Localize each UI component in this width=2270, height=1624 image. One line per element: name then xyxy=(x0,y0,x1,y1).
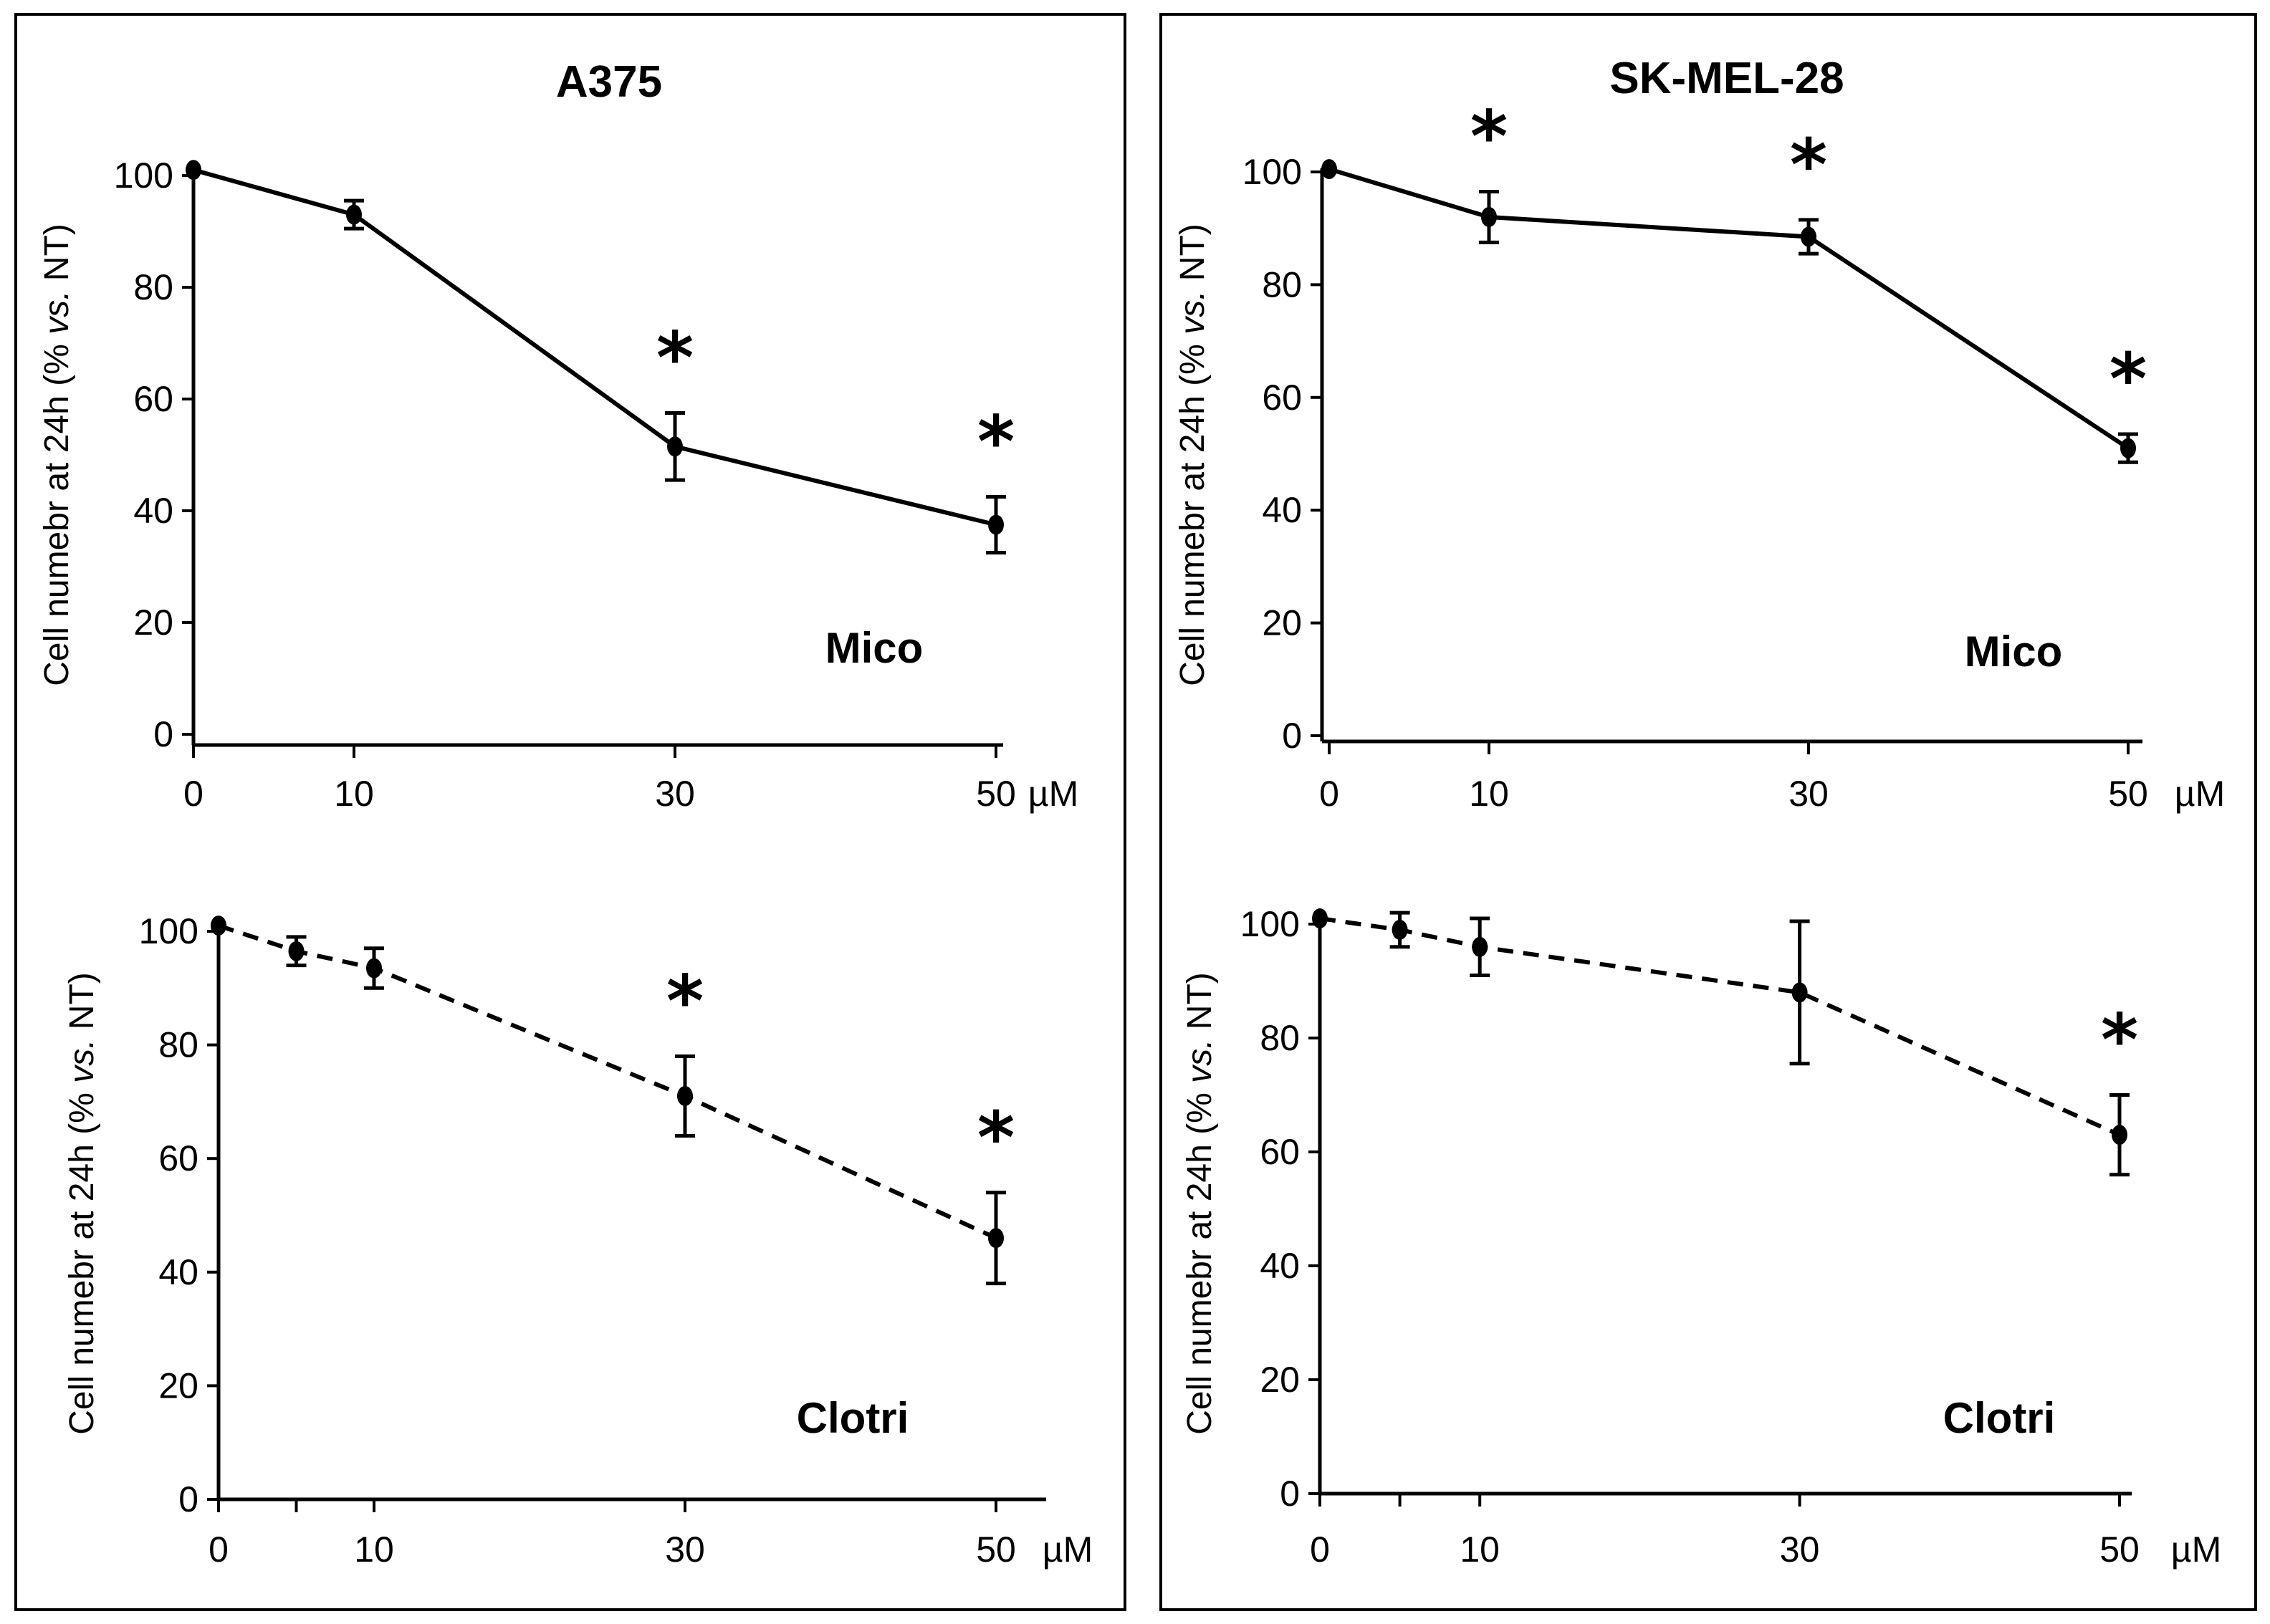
y-tick-label: 100 xyxy=(114,155,173,196)
y-tick-label: 60 xyxy=(1262,378,1302,418)
panel-title-a375: A375 xyxy=(556,57,662,107)
series-line-clotri xyxy=(218,923,997,1240)
y-tick-label: 80 xyxy=(1262,264,1302,304)
y-tick-label: 0 xyxy=(153,714,173,754)
y-tick-label: 100 xyxy=(1242,152,1302,192)
data-point xyxy=(288,941,305,961)
y-axis-label: Cell numebr at 24h (% vs. NT) xyxy=(38,224,76,686)
significance-star: * xyxy=(977,1096,1015,1180)
data-point xyxy=(667,436,683,457)
treatment-label: Mico xyxy=(825,624,924,672)
y-tick-label: 0 xyxy=(1280,1474,1300,1514)
x-unit-label: µM xyxy=(2171,1529,2221,1570)
data-point xyxy=(677,1085,693,1106)
y-tick-label: 60 xyxy=(158,1138,198,1178)
chart-skmel28-mico: 0 20 40 60 80 100 0 10 30 50 µM Cell numebr at 24h … xyxy=(1174,95,2225,814)
series-line-clotri xyxy=(1319,916,2121,1137)
data-point xyxy=(346,204,362,225)
data-point xyxy=(1472,936,1488,957)
chart-skmel28-clotri: 0 20 40 60 80 100 0 10 30 50 µM Cell numebr at 24h … xyxy=(1181,904,2221,1570)
y-tick-label: 40 xyxy=(1260,1246,1300,1286)
x-tick-label: 50 xyxy=(2108,774,2148,814)
y-tick-label: 0 xyxy=(178,1479,198,1519)
significance-star: * xyxy=(977,400,1015,484)
y-axis-label: Cell numebr at 24h (% vs. NT) xyxy=(63,972,101,1435)
x-unit-label: µM xyxy=(2175,774,2225,814)
data-point xyxy=(1312,908,1328,929)
data-point xyxy=(1791,982,1808,1003)
x-tick-label: 10 xyxy=(334,774,374,814)
y-tick-label: 100 xyxy=(139,911,198,951)
y-tick-label: 20 xyxy=(1262,603,1302,643)
x-tick-label: 30 xyxy=(655,774,695,814)
data-point xyxy=(211,916,226,936)
data-point xyxy=(988,1228,1004,1249)
x-tick-label: 0 xyxy=(1319,774,1339,814)
y-tick-label: 20 xyxy=(1260,1360,1300,1400)
significance-star: * xyxy=(1790,123,1827,207)
x-tick-label: 50 xyxy=(976,1529,1016,1570)
x-tick-label: 50 xyxy=(976,774,1016,814)
significance-star: * xyxy=(1470,95,1508,179)
x-tick-label: 30 xyxy=(1780,1529,1820,1570)
y-tick-label: 80 xyxy=(1260,1018,1300,1058)
y-tick-label: 0 xyxy=(1282,716,1302,756)
x-unit-label: µM xyxy=(1043,1529,1093,1570)
series-line-mico xyxy=(1328,167,2130,451)
data-point xyxy=(1321,159,1337,180)
treatment-label: Clotri xyxy=(1943,1394,2056,1442)
panel-border-a375 xyxy=(14,13,1126,1611)
y-tick-label: 40 xyxy=(133,491,173,531)
chart-a375-clotri: 0 20 40 60 80 100 0 10 30 50 µM Cell numebr at 24h … xyxy=(63,911,1093,1570)
x-unit-label: µM xyxy=(1028,774,1078,814)
y-tick-label: 20 xyxy=(133,602,173,643)
data-point xyxy=(1481,206,1497,227)
x-tick-label: 0 xyxy=(1310,1529,1330,1570)
y-tick-label: 80 xyxy=(158,1025,198,1065)
panel-border-skmel28 xyxy=(1159,13,2257,1611)
data-point xyxy=(988,514,1004,535)
x-tick-label: 50 xyxy=(2099,1529,2140,1570)
chart-a375-mico: 0 20 40 60 80 100 0 10 30 50 µM Cell numebr at 24h … xyxy=(38,155,1078,814)
x-tick-label: 10 xyxy=(1469,774,1509,814)
y-tick-label: 100 xyxy=(1240,904,1300,944)
y-tick-label: 40 xyxy=(1262,490,1302,530)
treatment-label: Mico xyxy=(1965,628,2063,676)
y-tick-label: 80 xyxy=(133,267,173,307)
data-point xyxy=(366,958,382,979)
data-point xyxy=(1392,919,1408,940)
x-tick-label: 0 xyxy=(209,1529,229,1570)
y-axis-label: Cell numebr at 24h (% vs. NT) xyxy=(1174,224,1212,686)
panel-title-skmel28: SK-MEL-28 xyxy=(1609,54,1844,103)
data-point xyxy=(2112,1125,2127,1145)
y-tick-label: 20 xyxy=(158,1365,198,1406)
significance-star: * xyxy=(2109,337,2147,421)
data-point xyxy=(1801,226,1816,247)
significance-star: * xyxy=(2101,999,2138,1082)
data-point xyxy=(186,160,201,181)
x-tick-label: 30 xyxy=(665,1529,705,1570)
y-tick-label: 60 xyxy=(133,379,173,419)
y-axis-label: Cell numebr at 24h (% vs. NT) xyxy=(1181,972,1219,1435)
x-tick-label: 10 xyxy=(1460,1529,1500,1570)
data-point xyxy=(2120,438,2136,458)
y-tick-label: 40 xyxy=(158,1252,198,1292)
x-tick-label: 10 xyxy=(354,1529,394,1570)
significance-star: * xyxy=(666,959,704,1043)
x-tick-label: 0 xyxy=(183,774,203,814)
significance-star: * xyxy=(656,317,694,400)
series-line-mico xyxy=(193,168,997,527)
treatment-label: Clotri xyxy=(797,1394,909,1442)
x-tick-label: 30 xyxy=(1788,774,1829,814)
y-tick-label: 60 xyxy=(1260,1132,1300,1172)
